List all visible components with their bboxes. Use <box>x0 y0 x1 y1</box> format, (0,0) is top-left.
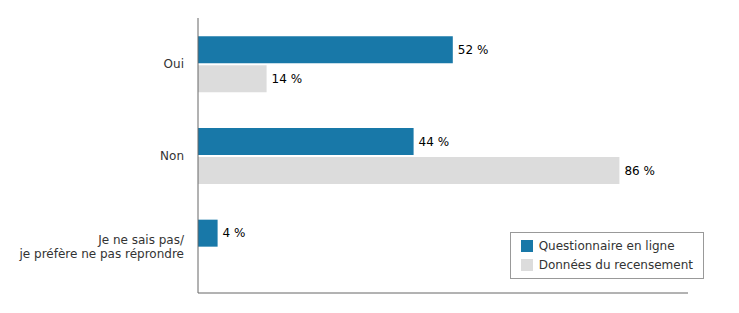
svg-text:44 %: 44 % <box>419 135 450 149</box>
svg-text:52 %: 52 % <box>458 43 489 57</box>
svg-text:Non: Non <box>160 149 184 163</box>
svg-text:86 %: 86 % <box>624 164 655 178</box>
svg-text:14 %: 14 % <box>272 72 303 86</box>
html-text:Questionnaire en ligne: Questionnaire en ligne <box>538 239 675 253</box>
svg-text:4 %: 4 % <box>223 226 246 240</box>
svg-text:Oui: Oui <box>164 57 184 71</box>
svg-text:Je ne sais pas/je préfère ne p: Je ne sais pas/je préfère ne pas réprond… <box>19 233 185 261</box>
html-text:Données du recensement: Données du recensement <box>538 258 693 272</box>
